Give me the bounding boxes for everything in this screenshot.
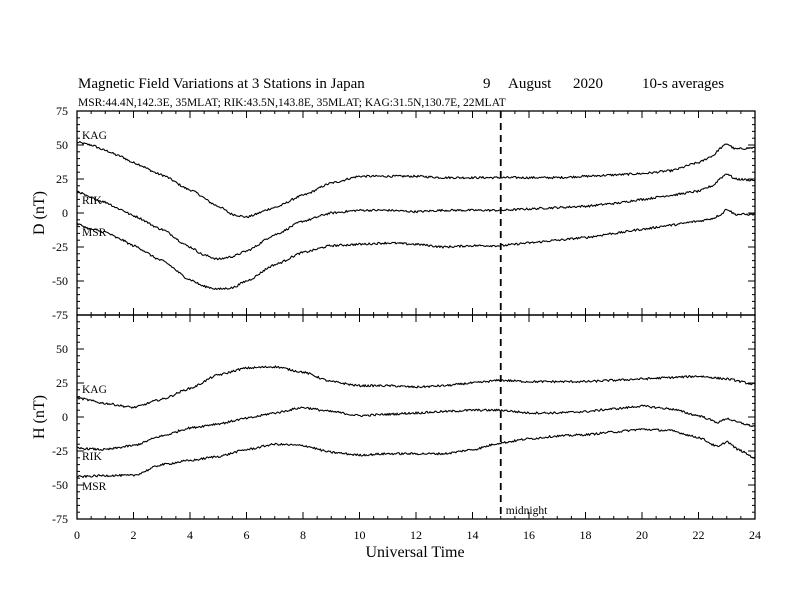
y-tick-label: -50 — [52, 478, 68, 492]
series-label-msr: MSR — [82, 227, 107, 239]
y-tick-label: 25 — [56, 172, 68, 186]
y-tick-label: -75 — [52, 512, 68, 526]
x-tick-label: 18 — [580, 528, 592, 542]
series-label-msr: MSR — [82, 481, 107, 493]
x-tick-label: 2 — [131, 528, 137, 542]
y-tick-label: 0 — [62, 206, 68, 220]
chart-averaging: 10-s averages — [642, 76, 724, 92]
y-tick-label: 0 — [62, 410, 68, 424]
series-label-kag: KAG — [82, 384, 107, 396]
panel-d-component: 75 50 25 0 -25 -50 -75 D (nT) KAG RIK MSR — [31, 104, 756, 322]
midnight-label: midnight — [506, 505, 548, 517]
y-axis-label: D (nT) — [31, 191, 48, 235]
chart-title: Magnetic Field Variations at 3 Stations … — [78, 76, 365, 92]
series-line-kag — [76, 141, 756, 219]
x-tick-label: 20 — [636, 528, 648, 542]
x-tick-label: 4 — [187, 528, 193, 542]
x-tick-label: 0 — [74, 528, 80, 542]
x-tick-label: 24 — [749, 528, 761, 542]
y-tick-label: -75 — [52, 308, 68, 322]
y-axis-label: H (nT) — [31, 395, 48, 439]
x-tick-label: 8 — [300, 528, 306, 542]
panel-frame — [76, 110, 756, 316]
y-tick-label: 50 — [56, 342, 68, 356]
series-line-rik — [76, 404, 756, 451]
x-axis-label: Universal Time — [365, 544, 464, 561]
series-label-rik: RIK — [82, 451, 103, 463]
y-tick-label: 50 — [56, 138, 68, 152]
panel-frame — [76, 314, 756, 520]
x-tick-label: 14 — [467, 528, 479, 542]
chart-date-day: 9 — [483, 76, 491, 92]
series-line-rik — [76, 173, 756, 261]
y-tick-label: -50 — [52, 274, 68, 288]
x-tick-label: 12 — [410, 528, 422, 542]
chart-date-year: 2020 — [573, 76, 603, 92]
y-tick-label: 25 — [56, 376, 68, 390]
series-line-msr — [76, 428, 756, 479]
series-label-rik: RIK — [82, 195, 103, 207]
y-tick-label: -25 — [52, 444, 68, 458]
chart-stations-info: MSR:44.4N,142.3E, 35MLAT; RIK:43.5N,143.… — [78, 97, 506, 109]
x-tick-label: 10 — [354, 528, 366, 542]
y-tick-label: -25 — [52, 240, 68, 254]
y-tick-label: 75 — [56, 104, 68, 118]
x-tick-label: 22 — [693, 528, 705, 542]
x-tick-label: 6 — [244, 528, 250, 542]
series-line-kag — [76, 365, 756, 409]
x-tick-label: 16 — [523, 528, 535, 542]
series-line-msr — [76, 208, 756, 290]
chart-date-month: August — [508, 76, 552, 92]
series-label-kag: KAG — [82, 130, 107, 142]
